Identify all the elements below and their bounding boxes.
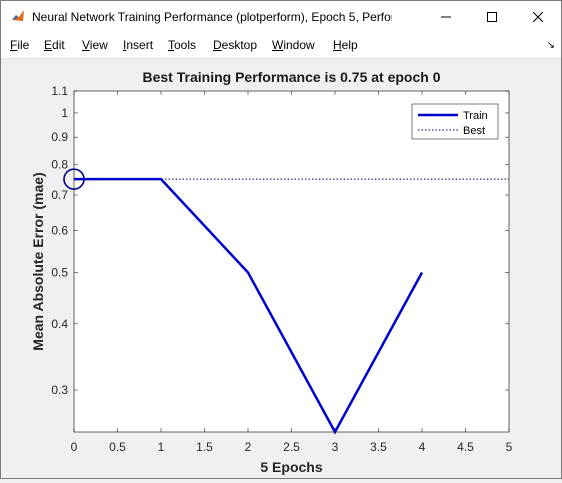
y-tick-label: 0.9 <box>51 130 68 144</box>
x-axis-label: 5 Epochs <box>260 459 322 475</box>
close-icon <box>533 12 543 22</box>
x-tick-label: 3 <box>332 440 339 454</box>
y-axis-label: Mean Absolute Error (mae) <box>30 172 46 350</box>
legend-train-label: Train <box>463 110 488 122</box>
menu-view[interactable]: View <box>82 38 108 52</box>
x-tick-label: 0 <box>71 440 78 454</box>
x-tick-label: 4.5 <box>457 440 474 454</box>
x-tick-label: 5 <box>506 440 513 454</box>
x-tick-label: 4 <box>419 440 426 454</box>
minimize-button[interactable] <box>423 1 469 32</box>
menu-help[interactable]: Help <box>333 38 358 52</box>
y-tick-label: 0.6 <box>51 224 68 238</box>
x-tick-label: 1 <box>158 440 165 454</box>
y-tick-label: 0.4 <box>51 317 68 331</box>
window-title: Neural Network Training Performance (plo… <box>32 10 392 24</box>
maximize-icon <box>487 12 497 22</box>
x-tick-label: 2.5 <box>283 440 300 454</box>
menu-window[interactable]: Window <box>272 38 315 52</box>
dock-arrow-icon[interactable]: ↘ <box>547 40 555 51</box>
matlab-icon <box>11 9 25 23</box>
x-tick-label: 2 <box>245 440 252 454</box>
legend-best-label: Best <box>463 125 485 137</box>
x-tick-label: 3.5 <box>370 440 387 454</box>
chart-title: Best Training Performance is 0.75 at epo… <box>143 69 441 85</box>
figure-canvas: Best Training Performance is 0.75 at epo… <box>1 59 561 478</box>
y-tick-label: 0.3 <box>51 383 68 397</box>
x-tick-label: 1.5 <box>196 440 213 454</box>
y-tick-label: 1 <box>61 106 68 120</box>
menu-bar: File Edit View Insert Tools Desktop Wind… <box>1 32 561 59</box>
plot-area <box>74 91 509 432</box>
y-tick-label: 1.1 <box>51 84 68 98</box>
y-tick-label: 0.5 <box>51 265 68 279</box>
title-bar: Neural Network Training Performance (plo… <box>1 1 561 32</box>
y-tick-label: 0.8 <box>51 157 68 171</box>
menu-file[interactable]: File <box>10 38 29 52</box>
menu-desktop[interactable]: Desktop <box>213 38 257 52</box>
minimize-icon <box>441 12 451 22</box>
performance-chart: Best Training Performance is 0.75 at epo… <box>1 59 561 478</box>
menu-edit[interactable]: Edit <box>44 38 65 52</box>
x-tick-label: 0.5 <box>109 440 126 454</box>
close-button[interactable] <box>515 1 561 32</box>
menu-tools[interactable]: Tools <box>168 38 196 52</box>
menu-insert[interactable]: Insert <box>123 38 153 52</box>
y-tick-label: 0.7 <box>51 188 68 202</box>
maximize-button[interactable] <box>469 1 515 32</box>
